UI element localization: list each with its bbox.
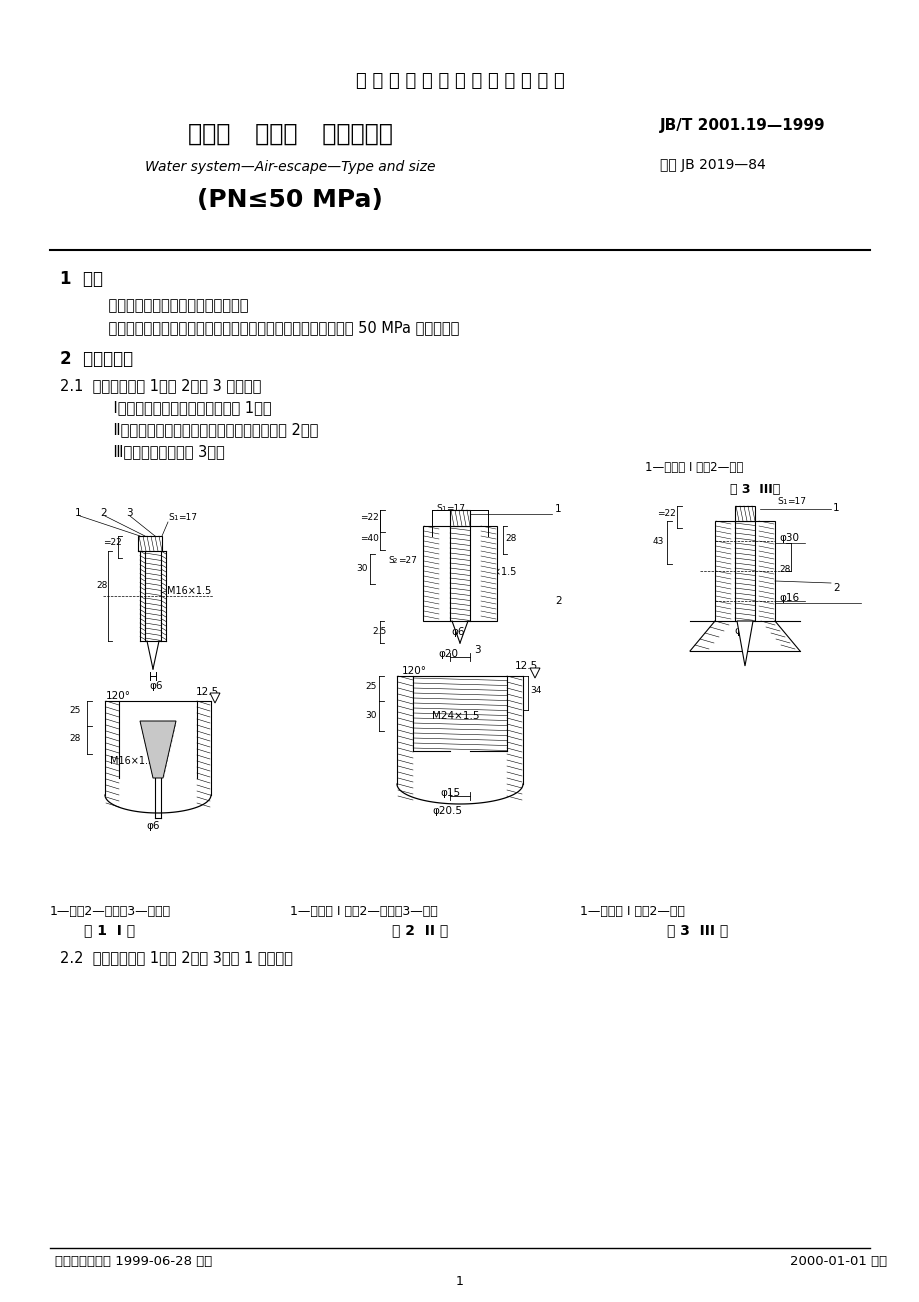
Text: =22: =22: [656, 509, 675, 518]
Polygon shape: [210, 693, 220, 703]
Bar: [714, 521, 774, 621]
Text: 1: 1: [781, 499, 786, 505]
Text: 30: 30: [365, 711, 376, 720]
Text: 2: 2: [100, 508, 107, 518]
Text: 1: 1: [75, 508, 82, 518]
Text: 1—放气阀 I 型；2—螺塞；3—铜康: 1—放气阀 I 型；2—螺塞；3—铜康: [289, 905, 437, 918]
Polygon shape: [529, 668, 539, 678]
Text: =22: =22: [103, 538, 121, 547]
Polygon shape: [140, 721, 176, 779]
Text: Water system—Air-escape—Type and size: Water system—Air-escape—Type and size: [144, 160, 435, 174]
Text: 25: 25: [69, 706, 80, 715]
Text: M16×1.5: M16×1.5: [110, 756, 154, 766]
Text: φ6: φ6: [733, 626, 747, 635]
Bar: [734, 506, 754, 521]
Text: 25: 25: [365, 682, 376, 691]
Text: (PN≤50 MPa): (PN≤50 MPa): [197, 187, 382, 212]
Text: φ30: φ30: [778, 533, 798, 543]
Text: Ⅰ型用于不经常放气的部位（见图 1）。: Ⅰ型用于不经常放气的部位（见图 1）。: [95, 400, 271, 415]
Text: 本标准适用于需分别放气的各种阀体和管道所用公称压力不大于 50 MPa 的放气阀。: 本标准适用于需分别放气的各种阀体和管道所用公称压力不大于 50 MPa 的放气阀…: [90, 320, 459, 335]
Text: 1: 1: [554, 504, 561, 514]
Text: =17: =17: [446, 504, 464, 513]
Text: 1  范围: 1 范围: [60, 270, 103, 288]
Bar: [449, 510, 470, 526]
Text: 2.1  型式应符合图 1、图 2、图 3 的规定。: 2.1 型式应符合图 1、图 2、图 3 的规定。: [60, 378, 261, 393]
Text: 水系统   放气阀   型式与尺寸: 水系统 放气阀 型式与尺寸: [187, 122, 392, 146]
Text: 1: 1: [456, 1275, 463, 1288]
Text: Ⅲ型用于管道（见图 3）。: Ⅲ型用于管道（见图 3）。: [95, 444, 224, 460]
Text: M24×1.5: M24×1.5: [471, 566, 516, 577]
Bar: [140, 551, 145, 641]
Bar: [423, 526, 496, 621]
Text: S: S: [436, 504, 441, 513]
Text: φ20: φ20: [437, 648, 458, 659]
Text: =17: =17: [786, 497, 805, 506]
Text: φ15: φ15: [439, 788, 460, 798]
Text: 国家机械工业局 1999-06-28 批准: 国家机械工业局 1999-06-28 批准: [55, 1255, 212, 1268]
Text: 12.5: 12.5: [515, 661, 538, 671]
Polygon shape: [736, 621, 752, 667]
Text: 2: 2: [832, 583, 839, 592]
Text: 2: 2: [554, 596, 561, 605]
Text: 28: 28: [505, 534, 516, 543]
Text: M24×1.5: M24×1.5: [432, 711, 479, 721]
Text: 28: 28: [778, 565, 789, 574]
Text: S: S: [388, 556, 393, 565]
Bar: [138, 536, 162, 551]
Text: 图 3  III 型: 图 3 III 型: [666, 923, 728, 937]
Text: 12.5: 12.5: [196, 687, 219, 697]
Text: 1—放气阀 I 型；2—阀座: 1—放气阀 I 型；2—阀座: [579, 905, 684, 918]
Text: 2.5: 2.5: [371, 628, 386, 635]
Text: φ6: φ6: [450, 628, 464, 637]
Text: 2000-01-01 实施: 2000-01-01 实施: [789, 1255, 886, 1268]
Text: =17: =17: [177, 513, 197, 522]
Text: 28: 28: [69, 734, 80, 743]
Text: 中 华 人 民 共 和 国 机 械 行 业 标 准: 中 华 人 民 共 和 国 机 械 行 业 标 准: [356, 72, 563, 90]
Text: M16×1.5: M16×1.5: [167, 586, 211, 596]
Text: 图 2  II 型: 图 2 II 型: [391, 923, 448, 937]
Text: 1—阀；2—钓丝；3—塞子；: 1—阀；2—钓丝；3—塞子；: [50, 905, 171, 918]
Text: 120°: 120°: [106, 691, 130, 700]
Text: 28: 28: [96, 581, 108, 590]
Text: 3: 3: [126, 508, 132, 518]
Text: 30: 30: [356, 564, 367, 573]
Text: =40: =40: [359, 534, 379, 543]
Text: 120°: 120°: [402, 667, 426, 676]
Text: 2: 2: [392, 559, 397, 564]
Text: S: S: [777, 497, 782, 506]
Text: φ6: φ6: [146, 822, 160, 831]
Text: =27: =27: [398, 556, 416, 565]
Text: 43: 43: [652, 536, 664, 546]
Text: 2  型式与尺寸: 2 型式与尺寸: [60, 350, 133, 368]
Text: 图 1  I 型: 图 1 I 型: [85, 923, 135, 937]
Text: 3: 3: [473, 644, 480, 655]
Text: 图 3  III型: 图 3 III型: [729, 483, 779, 496]
Text: 1—放气阀 I 型；2—阀座: 1—放气阀 I 型；2—阀座: [644, 461, 743, 474]
Text: 1: 1: [440, 506, 445, 512]
Text: 34: 34: [529, 686, 540, 695]
Text: JB/T 2001.19—1999: JB/T 2001.19—1999: [659, 118, 824, 133]
Text: 2.2  尺寸应符合图 1、图 2、图 3、表 1 的规定。: 2.2 尺寸应符合图 1、图 2、图 3、表 1 的规定。: [60, 950, 292, 965]
Text: φ20.5: φ20.5: [432, 806, 461, 816]
Text: =22: =22: [359, 513, 379, 522]
Text: 1: 1: [173, 516, 177, 521]
Text: 1: 1: [832, 503, 839, 513]
Text: φ6: φ6: [149, 681, 163, 691]
Text: 代替 JB 2019—84: 代替 JB 2019—84: [659, 158, 765, 172]
Text: 本标准规定了放气阀的型式与尺寸。: 本标准规定了放气阀的型式与尺寸。: [90, 298, 248, 312]
Text: φ16: φ16: [778, 592, 799, 603]
Text: S: S: [168, 513, 174, 522]
Text: Ⅱ型用于经常放气的部位和大型阀体上（见图 2）。: Ⅱ型用于经常放气的部位和大型阀体上（见图 2）。: [95, 422, 318, 437]
